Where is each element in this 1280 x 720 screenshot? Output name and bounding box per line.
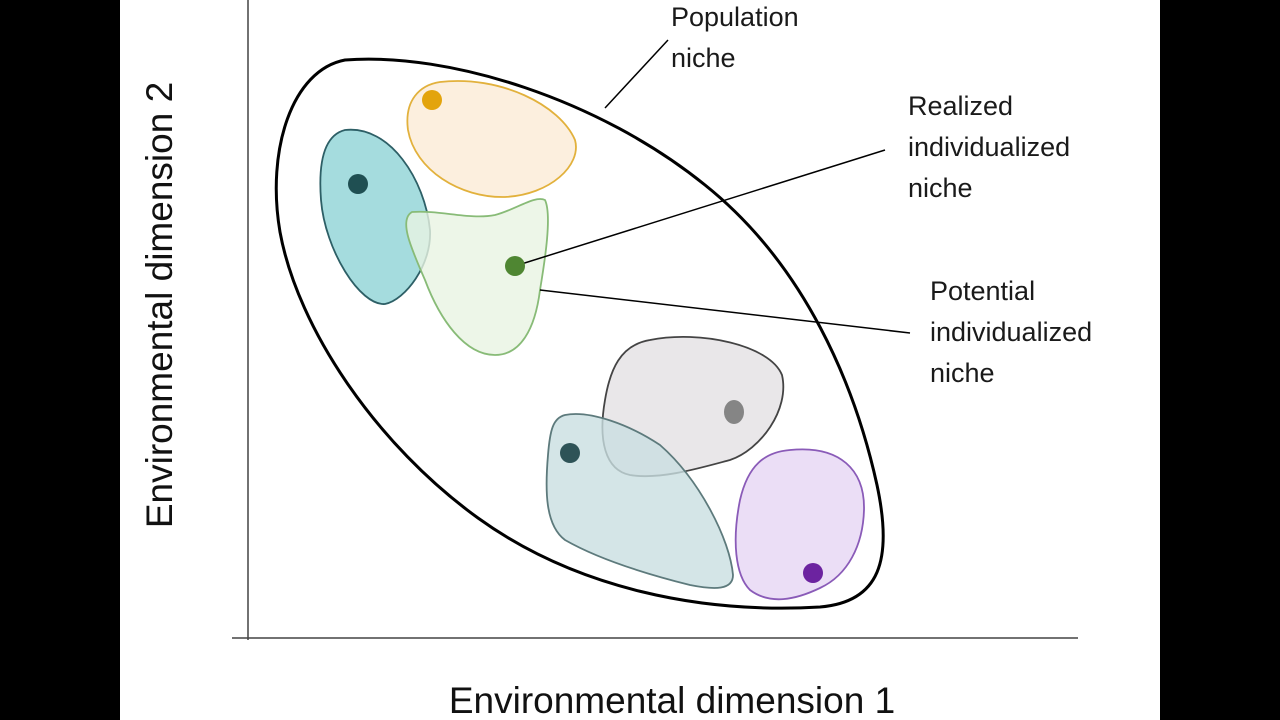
x-axis-label: Environmental dimension 1 [448, 680, 896, 720]
individual-dot-purple [803, 563, 823, 583]
population-niche-leader [604, 39, 669, 109]
individual-dot-orange [422, 90, 442, 110]
realized-niche-leader [514, 149, 886, 267]
niche-blob-blue-grey [545, 413, 734, 589]
individual-dot-green [505, 256, 525, 276]
population-niche-label: Population niche [671, 2, 799, 73]
niche-blob-teal [319, 128, 431, 305]
individual-dot-blue-grey [560, 443, 580, 463]
y-axis-label: Environmental dimension 2 [139, 81, 180, 529]
realized-niche-label: Realized individualized niche [908, 91, 1071, 203]
individual-dot-grey [724, 400, 744, 424]
potential-niche-label: Potential individualized niche [930, 276, 1093, 388]
individual-dot-teal [348, 174, 368, 194]
niche-blob-green [405, 198, 549, 356]
niche-blob-orange [406, 80, 577, 198]
niche-blob-purple [734, 448, 865, 601]
population-niche-outline [274, 57, 885, 610]
potential-niche-leader [539, 289, 911, 334]
